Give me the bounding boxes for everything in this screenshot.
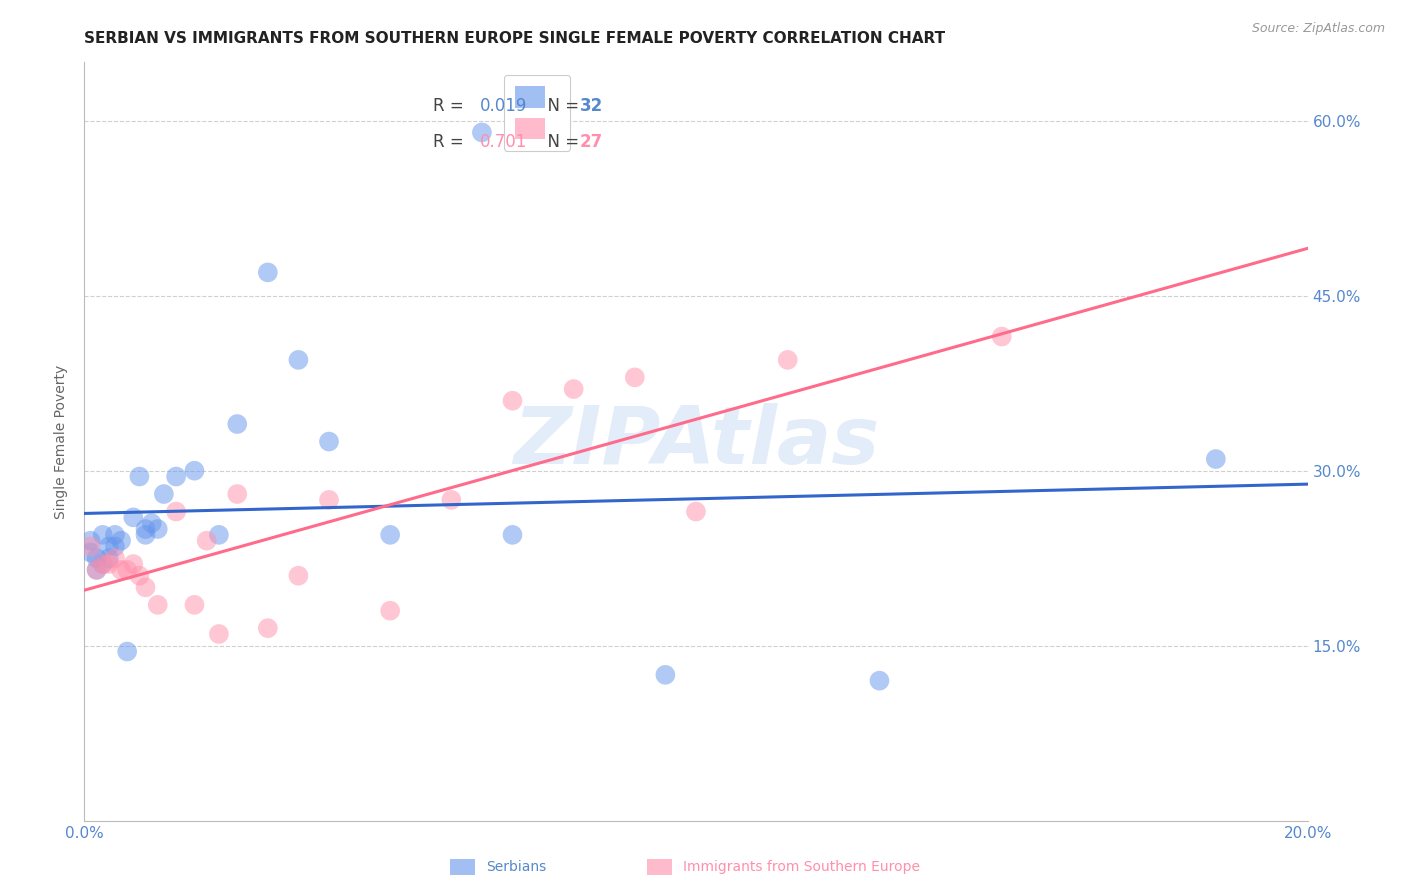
Point	[128, 469, 150, 483]
Point	[287, 568, 309, 582]
Point	[104, 551, 127, 566]
Text: SERBIAN VS IMMIGRANTS FROM SOUTHERN EUROPE SINGLE FEMALE POVERTY CORRELATION CHA: SERBIAN VS IMMIGRANTS FROM SOUTHERN EURO…	[84, 31, 945, 46]
Text: Serbians: Serbians	[486, 860, 547, 874]
Point	[110, 533, 132, 548]
Text: 0.019: 0.019	[479, 97, 527, 115]
Text: 32: 32	[579, 97, 603, 115]
Point	[97, 557, 120, 571]
Point	[440, 492, 463, 507]
Point	[195, 533, 218, 548]
Point	[122, 557, 145, 571]
Point	[502, 528, 524, 542]
Point	[86, 563, 108, 577]
FancyBboxPatch shape	[647, 859, 672, 875]
Point	[79, 533, 101, 548]
Point	[97, 540, 120, 554]
Point	[91, 557, 114, 571]
Point	[79, 540, 101, 554]
Point	[165, 469, 187, 483]
Text: R =: R =	[433, 97, 470, 115]
Point	[122, 510, 145, 524]
Point	[165, 504, 187, 518]
Text: R =: R =	[433, 133, 470, 151]
Point	[257, 621, 280, 635]
Point	[471, 125, 494, 139]
Point	[562, 382, 585, 396]
Point	[226, 487, 249, 501]
Point	[776, 352, 799, 367]
Text: Source: ZipAtlas.com: Source: ZipAtlas.com	[1251, 22, 1385, 36]
Point	[257, 265, 280, 279]
Point	[869, 673, 891, 688]
Point	[226, 417, 249, 431]
Point	[110, 563, 132, 577]
Point	[128, 568, 150, 582]
Point	[153, 487, 176, 501]
Point	[380, 604, 402, 618]
Text: 0.701: 0.701	[479, 133, 527, 151]
Point	[86, 551, 108, 566]
Point	[380, 528, 402, 542]
Point	[654, 668, 676, 682]
Point	[685, 504, 707, 518]
Point	[91, 528, 114, 542]
Point	[141, 516, 163, 531]
Text: Immigrants from Southern Europe: Immigrants from Southern Europe	[683, 860, 921, 874]
Point	[79, 545, 101, 559]
Text: N =: N =	[537, 133, 585, 151]
Point	[86, 563, 108, 577]
Point	[318, 492, 340, 507]
Point	[183, 598, 205, 612]
Y-axis label: Single Female Poverty: Single Female Poverty	[55, 365, 69, 518]
Point	[91, 557, 114, 571]
Text: N =: N =	[537, 97, 585, 115]
Point	[135, 580, 157, 594]
Text: 27: 27	[579, 133, 603, 151]
Point	[208, 528, 231, 542]
Text: ZIPAtlas: ZIPAtlas	[513, 402, 879, 481]
Point	[146, 522, 169, 536]
Point	[287, 352, 309, 367]
Point	[624, 370, 647, 384]
Point	[104, 540, 127, 554]
Point	[104, 528, 127, 542]
Point	[208, 627, 231, 641]
Point	[115, 563, 138, 577]
Point	[115, 644, 138, 658]
Point	[97, 551, 120, 566]
Point	[1205, 452, 1227, 467]
Point	[146, 598, 169, 612]
Point	[991, 329, 1014, 343]
FancyBboxPatch shape	[450, 859, 475, 875]
Point	[183, 464, 205, 478]
Point	[502, 393, 524, 408]
Point	[318, 434, 340, 449]
Point	[135, 522, 157, 536]
Legend: , : ,	[503, 75, 571, 151]
Point	[135, 528, 157, 542]
